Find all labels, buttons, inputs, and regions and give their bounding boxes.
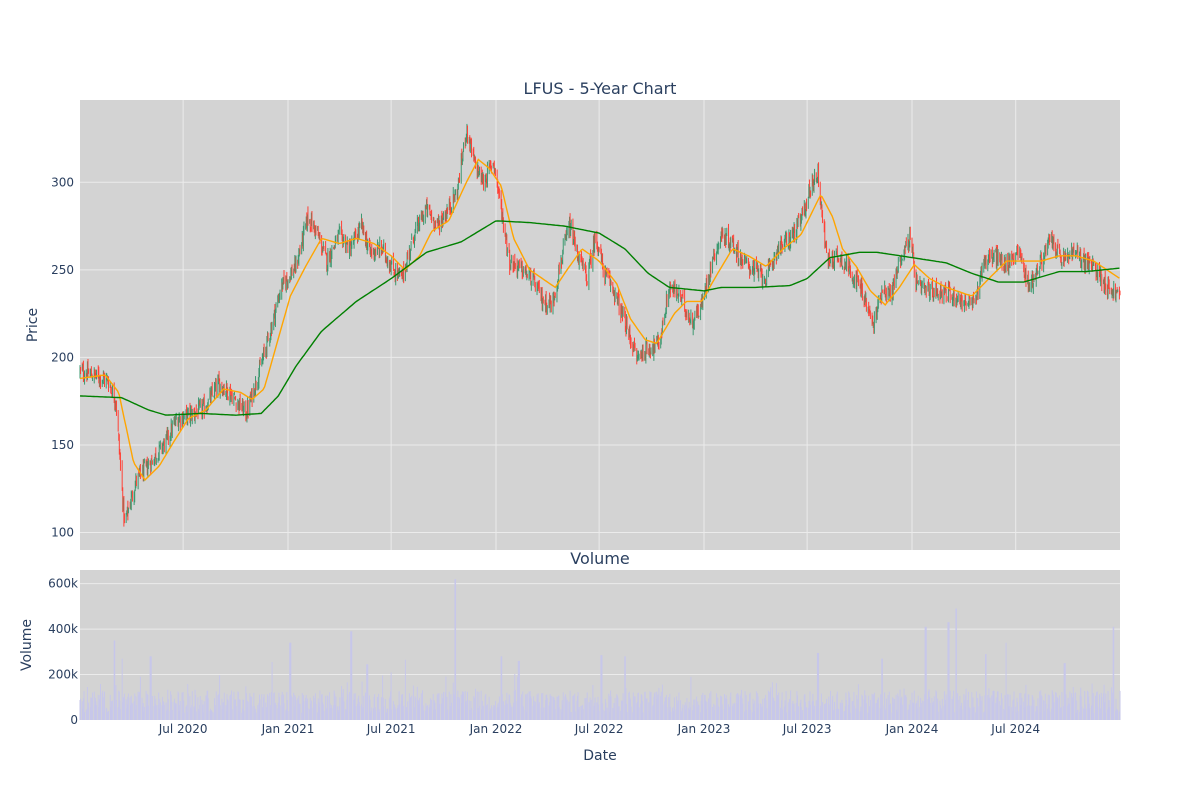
date-x-tick-labels: Jul 2020 Jan 2021 Jul 2021 Jan 2022 Jul 2022… xyxy=(158,722,1040,736)
x-axis-title: Date xyxy=(583,748,616,764)
price-plot-area xyxy=(80,100,1120,550)
volume-y-axis-title: Volume xyxy=(19,619,35,671)
volume-y-tick-label: 600k xyxy=(48,577,78,591)
volume-grid xyxy=(80,583,1120,676)
x-tick-label: Jul 2022 xyxy=(574,722,624,736)
volume-y-tick-label: 400k xyxy=(48,622,78,636)
volume-y-tick-label: 0 xyxy=(70,713,78,727)
candlestick-series xyxy=(79,123,1121,527)
x-tick-label: Jul 2024 xyxy=(990,722,1040,736)
x-tick-label: Jan 2022 xyxy=(469,722,523,736)
price-grid xyxy=(80,100,1120,550)
x-tick-label: Jan 2021 xyxy=(261,722,315,736)
x-tick-label: Jan 2023 xyxy=(677,722,731,736)
volume-y-tick-labels: 0 200k 400k 600k xyxy=(48,577,78,727)
volume-bar-series xyxy=(79,579,1121,720)
price-y-tick-label: 300 xyxy=(51,175,74,189)
price-y-tick-label: 200 xyxy=(51,350,74,364)
chart-title: LFUS - 5-Year Chart xyxy=(524,79,677,98)
moving-average-short-line xyxy=(79,158,1120,482)
moving-average-long-line xyxy=(79,220,1120,416)
x-tick-label: Jul 2023 xyxy=(782,722,832,736)
volume-subplot-title: Volume xyxy=(570,549,630,568)
price-y-axis-title: Price xyxy=(25,308,41,342)
price-y-tick-labels: 100 150 200 250 300 xyxy=(51,175,74,539)
price-y-tick-label: 150 xyxy=(51,438,74,452)
volume-y-tick-label: 200k xyxy=(48,668,78,682)
x-tick-label: Jan 2024 xyxy=(885,722,939,736)
price-y-tick-label: 100 xyxy=(51,525,74,539)
x-tick-label: Jul 2020 xyxy=(158,722,208,736)
x-tick-label: Jul 2021 xyxy=(366,722,416,736)
price-y-tick-label: 250 xyxy=(51,263,74,277)
